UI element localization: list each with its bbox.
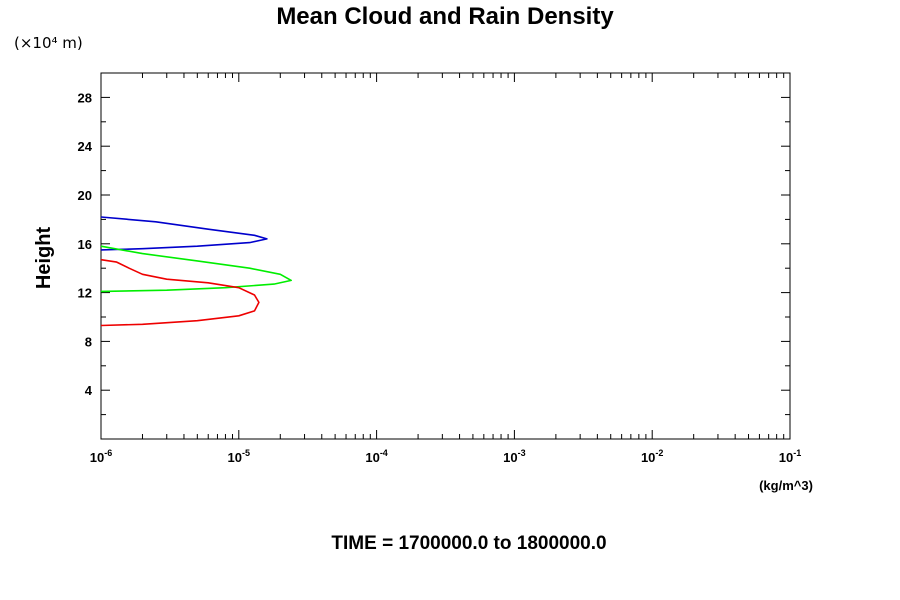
x-tick-exponent: -5 xyxy=(242,448,250,458)
series-line-1 xyxy=(100,216,268,251)
x-axis-ticks: 10-6 10-5 10-4 10-3 10-2 10-1 xyxy=(90,73,801,465)
y-tick-label: 4 xyxy=(85,383,93,398)
series-layer xyxy=(100,216,292,327)
x-tick-exponent: -4 xyxy=(380,448,388,458)
y-tick-label: 16 xyxy=(78,237,92,252)
plot-frame xyxy=(100,72,791,440)
footer-time-label: TIME = 1700000.0 to 1800000.0 xyxy=(331,533,606,554)
x-tick-exponent: -3 xyxy=(518,448,526,458)
series-line-2 xyxy=(100,245,292,293)
x-unit-label: (kg/m^3) xyxy=(759,478,813,493)
x-tick-exponent: -6 xyxy=(104,448,112,458)
x-tick-label: 10-1 xyxy=(779,448,801,465)
y-tick-label: 24 xyxy=(78,139,93,154)
y-tick-label: 8 xyxy=(85,334,92,349)
x-tick-base: 10 xyxy=(365,450,379,465)
y-axis-ticks: 4 8 12 16 20 24 28 xyxy=(78,90,790,416)
x-tick-base: 10 xyxy=(90,450,104,465)
x-tick-label: 10-4 xyxy=(365,448,387,465)
x-tick-label: 10-3 xyxy=(503,448,525,465)
chart-title: Mean Cloud and Rain Density xyxy=(276,3,614,30)
x-tick-base: 10 xyxy=(503,450,517,465)
x-tick-base: 10 xyxy=(779,450,793,465)
x-tick-base: 10 xyxy=(641,450,655,465)
y-axis-label: Height xyxy=(33,227,55,290)
y-tick-label: 12 xyxy=(78,286,92,301)
x-tick-label: 10-5 xyxy=(228,448,250,465)
x-tick-label: 10-2 xyxy=(641,448,663,465)
y-unit-label: (×10⁴ m) xyxy=(14,34,83,52)
x-tick-base: 10 xyxy=(228,450,242,465)
x-tick-exponent: -1 xyxy=(793,448,801,458)
y-tick-label: 20 xyxy=(78,188,92,203)
y-tick-label: 28 xyxy=(78,90,92,105)
x-tick-exponent: -2 xyxy=(655,448,663,458)
series-line-3 xyxy=(100,258,260,327)
x-tick-label: 10-6 xyxy=(90,448,112,465)
